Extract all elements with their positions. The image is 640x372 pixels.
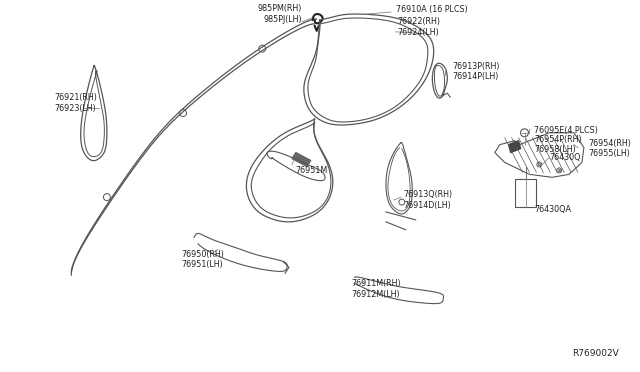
Text: 76951M: 76951M bbox=[295, 166, 327, 175]
Text: 76954(RH)
76955(LH): 76954(RH) 76955(LH) bbox=[589, 139, 632, 158]
Text: 76921(RH)
76923(LH): 76921(RH) 76923(LH) bbox=[54, 93, 97, 113]
Text: 76095E(4 PLCS): 76095E(4 PLCS) bbox=[534, 126, 598, 135]
Text: R769002V: R769002V bbox=[572, 349, 618, 359]
Text: 76913P(RH)
76914P(LH): 76913P(RH) 76914P(LH) bbox=[452, 62, 500, 81]
Text: 76911M(RH)
76912M(LH): 76911M(RH) 76912M(LH) bbox=[351, 279, 401, 299]
Polygon shape bbox=[292, 153, 311, 166]
Text: 76954P(RH)
76958(LH): 76954P(RH) 76958(LH) bbox=[534, 135, 582, 154]
Text: 76430QA: 76430QA bbox=[534, 205, 572, 215]
Text: 76950(RH)
76951(LH): 76950(RH) 76951(LH) bbox=[181, 250, 224, 269]
Text: 985PM(RH)
985PJ(LH): 985PM(RH) 985PJ(LH) bbox=[257, 4, 302, 24]
Text: 76922(RH)
76924(LH): 76922(RH) 76924(LH) bbox=[398, 17, 441, 36]
Polygon shape bbox=[509, 141, 520, 153]
Text: 76910A (16 PLCS): 76910A (16 PLCS) bbox=[396, 4, 468, 14]
Text: 76913Q(RH)
76914D(LH): 76913Q(RH) 76914D(LH) bbox=[404, 190, 453, 210]
Bar bbox=[515, 179, 536, 207]
Text: 76430Q: 76430Q bbox=[549, 153, 580, 162]
